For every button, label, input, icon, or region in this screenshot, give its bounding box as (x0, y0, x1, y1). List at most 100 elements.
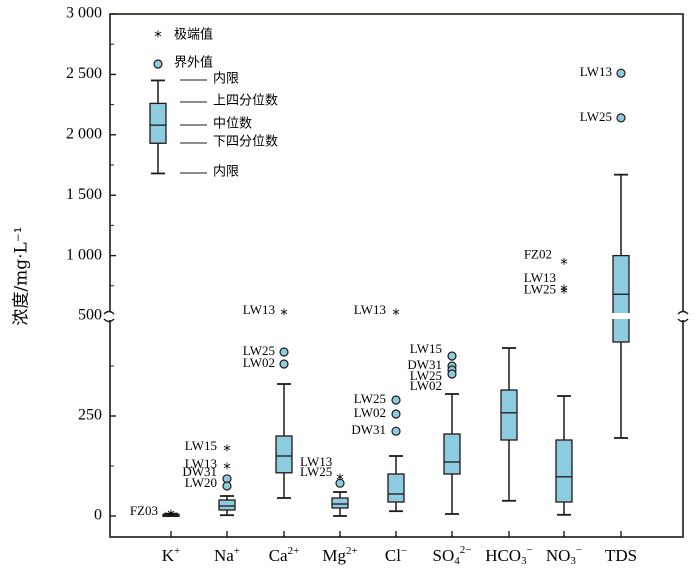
x-tick-label: Ca2+ (269, 545, 300, 565)
box-K: * (162, 507, 180, 525)
point-label: LW25 (243, 343, 275, 358)
outlier-point (391, 409, 401, 419)
point-label: LW02 (354, 405, 386, 420)
point-label: LW13 (524, 270, 556, 285)
iqr-box (275, 435, 293, 474)
annotations: FZ03LW15LW13DW31LW20LW13LW25LW02LW13LW25… (130, 64, 612, 518)
point-label: FZ03 (130, 503, 158, 518)
point-label: LW02 (243, 355, 275, 370)
box-HCO3 (500, 347, 518, 502)
point-label: LW25 (580, 109, 612, 124)
y-tick-label: 1 500 (66, 186, 102, 203)
x-tick-label: Na+ (214, 545, 240, 565)
point-label: LW13 (354, 302, 386, 317)
legend-q3-label: 上四分位数 (213, 94, 278, 109)
x-tick-label: TDS (605, 546, 637, 565)
legend-upper-fence-label: 内限 (213, 71, 239, 87)
legend-extreme-symbol: * (154, 28, 162, 46)
point-label: LW15 (410, 341, 442, 356)
box-NO3 (555, 395, 573, 516)
point-label: LW13 (185, 456, 217, 471)
point-label: DW31 (351, 422, 386, 437)
outlier-point (222, 481, 232, 491)
axis-break-mark (103, 310, 115, 315)
iqr-box (387, 473, 405, 503)
legend-outlier-label: 界外值 (174, 55, 213, 71)
y-tick-label: 3 000 (66, 5, 102, 22)
box-Na: ** (218, 442, 236, 517)
box-SO4 (443, 351, 461, 515)
x-tick-label: NO3− (546, 544, 582, 567)
y-tick-label: 500 (78, 307, 102, 324)
point-label: LW13 (243, 302, 275, 317)
box-Ca: * (275, 306, 293, 499)
extreme-point: * (392, 306, 400, 324)
box-Cl: * (387, 306, 405, 513)
y-tick-label: 2 500 (66, 65, 102, 82)
box-series: ********* (162, 68, 631, 525)
point-label: LW25 (410, 368, 442, 383)
iqr-box (500, 389, 518, 441)
extreme-point: * (223, 442, 231, 460)
axis-break-mark (103, 318, 115, 323)
axis-break-mark (677, 310, 689, 315)
extreme-point: * (560, 284, 568, 302)
y-tick-label: 0 (94, 507, 102, 524)
y-axis-label: 浓度/mg·L⁻¹ (12, 226, 32, 325)
point-label: LW20 (185, 475, 217, 490)
extreme-point: * (336, 471, 344, 489)
point-label: LW25 (524, 281, 556, 296)
iqr-box (443, 433, 461, 475)
legend-box (149, 102, 167, 144)
point-label: LW25 (354, 391, 386, 406)
point-label: LW13 (580, 64, 612, 79)
extreme-point: * (560, 255, 568, 273)
outlier-point (279, 347, 289, 357)
iqr-box (612, 254, 630, 343)
x-tick-label: HCO3− (485, 544, 533, 567)
x-tick-label: Cl− (385, 545, 407, 565)
outlier-point (447, 351, 457, 361)
extreme-point: * (223, 459, 231, 477)
outlier-point (391, 426, 401, 436)
y-tick-label: 2 000 (66, 125, 102, 142)
axes: 0 250 500 1 000 1 500 2 000 2 500 3 000 K+ Na+ Ca2… (66, 5, 689, 567)
point-label: FZ02 (524, 247, 552, 262)
outlier-point (616, 68, 626, 78)
extreme-point: * (560, 282, 568, 300)
legend-median-label: 中位数 (213, 117, 252, 132)
point-label: LW15 (185, 438, 217, 453)
outlier-point (335, 478, 345, 488)
point-label: DW31 (407, 357, 442, 372)
outlier-point (447, 369, 457, 379)
legend-lower-fence-label: 内限 (213, 164, 239, 180)
point-label: DW31 (182, 464, 217, 479)
axis-break-gap (106, 312, 116, 320)
x-tick-label: SO42− (433, 544, 472, 567)
extreme-point: * (280, 306, 288, 324)
legend-extreme-label: 极端值 (174, 27, 213, 43)
outlier-point (616, 113, 626, 123)
outlier-point (279, 359, 289, 369)
point-label: LW25 (300, 464, 332, 479)
point-label: LW02 (410, 378, 442, 393)
box-TDS: *** (560, 68, 631, 439)
iqr-box (218, 499, 236, 511)
y-tick-label: 1 000 (66, 246, 102, 263)
axis-break-mark (677, 318, 689, 323)
legend-q1-label: 下四分位数 (213, 135, 278, 150)
x-tick-label: Mg2+ (322, 545, 357, 565)
iqr-box (331, 497, 349, 509)
box-break-gap (611, 313, 631, 319)
x-tick-label: K+ (162, 545, 181, 565)
point-label: LW13 (300, 454, 332, 469)
axis-break-gap (678, 312, 688, 320)
legend-outlier-symbol (153, 59, 163, 69)
box-Mg: * (331, 471, 349, 517)
extreme-point: * (167, 507, 175, 525)
outlier-point (391, 395, 401, 405)
iqr-box (555, 439, 573, 503)
y-tick-label: 250 (78, 407, 102, 424)
